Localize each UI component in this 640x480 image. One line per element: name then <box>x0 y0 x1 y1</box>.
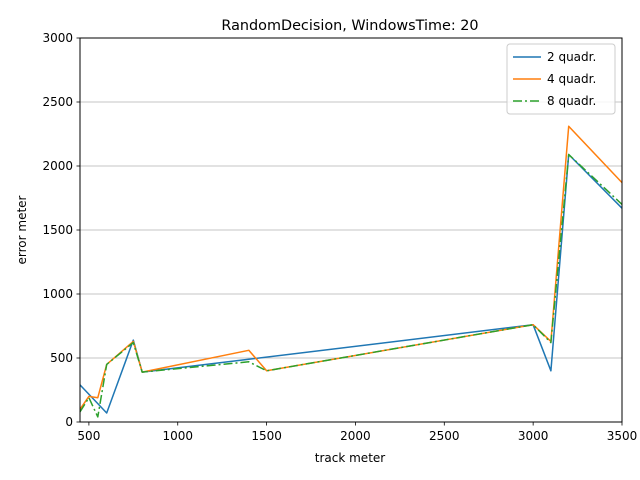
x-axis-ticks: 500 1000 1500 2000 2500 3000 3500 <box>77 422 637 443</box>
x-tick-label: 3500 <box>607 429 638 443</box>
x-tick-label: 2500 <box>429 429 460 443</box>
x-tick-label: 2000 <box>340 429 371 443</box>
legend: 2 quadr. 4 quadr. 8 quadr. <box>506 43 616 115</box>
y-tick-label: 1500 <box>42 223 73 237</box>
legend-box <box>506 43 616 115</box>
series-line-1 <box>79 153 623 414</box>
legend-label: 8 quadr. <box>547 94 596 108</box>
y-tick-label: 0 <box>65 415 73 429</box>
y-tick-label: 2000 <box>42 159 73 173</box>
x-tick-label: 500 <box>77 429 100 443</box>
x-axis-label: track meter <box>315 451 386 465</box>
y-axis-ticks: 0 500 1000 1500 2000 2500 3000 <box>42 31 80 429</box>
y-tick-label: 500 <box>50 351 73 365</box>
chart-title: RandomDecision, WindowsTime: 20 <box>221 18 478 34</box>
y-tick-label: 2500 <box>42 95 73 109</box>
series-line-2 <box>79 125 623 410</box>
x-tick-label: 1000 <box>162 429 193 443</box>
y-tick-label: 1000 <box>42 287 73 301</box>
x-tick-label: 3000 <box>518 429 549 443</box>
series-line-3 <box>79 153 623 418</box>
y-axis-label: error meter <box>15 195 29 264</box>
legend-label: 4 quadr. <box>547 72 596 86</box>
x-tick-label: 1500 <box>251 429 282 443</box>
series-lines <box>79 125 623 418</box>
legend-label: 2 quadr. <box>547 50 596 64</box>
y-tick-label: 3000 <box>42 31 73 45</box>
